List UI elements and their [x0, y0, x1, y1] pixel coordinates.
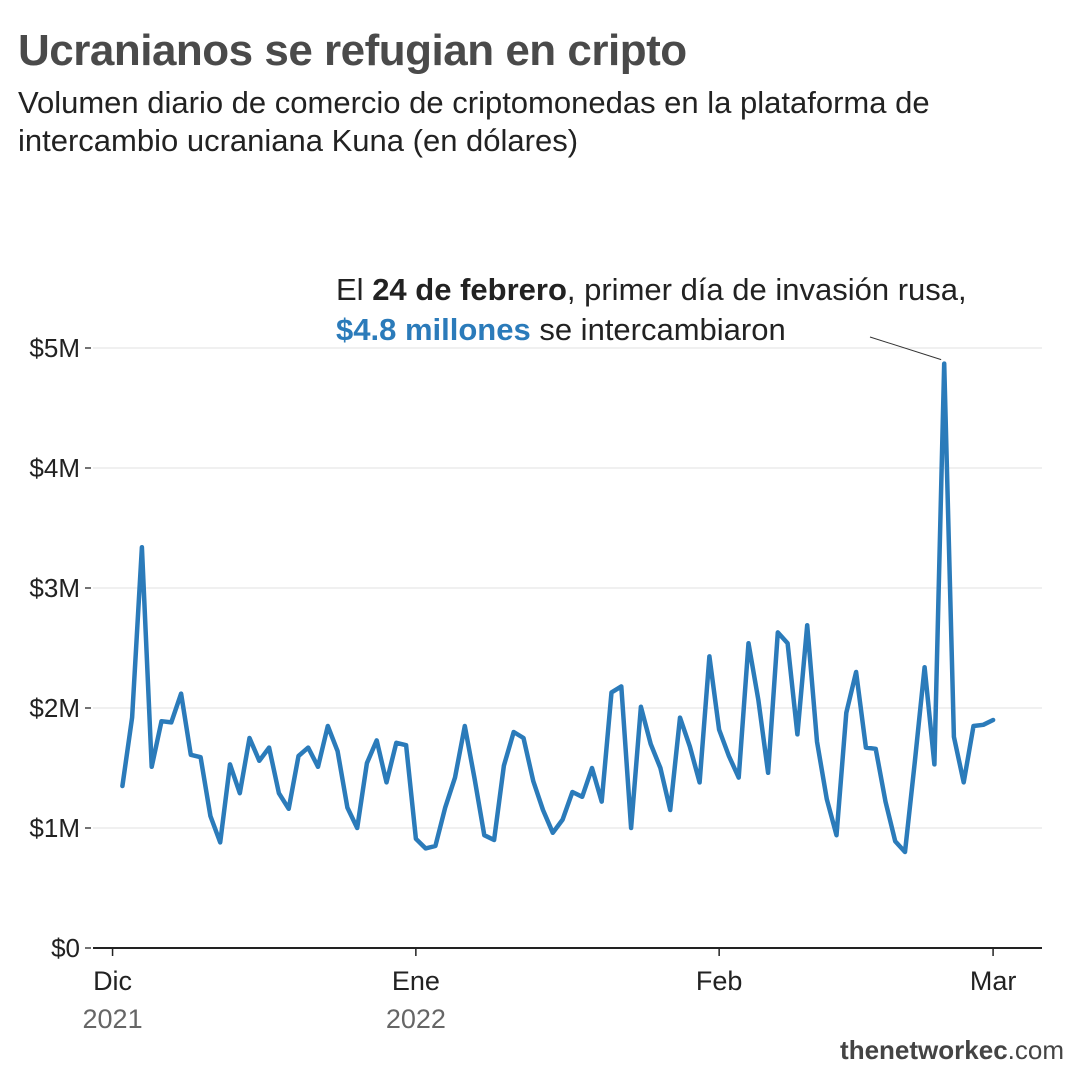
y-tick-label: $1M — [29, 813, 80, 843]
annotation-trade-text: se intercambiaron — [530, 312, 786, 347]
annotation-leader-line — [869, 336, 942, 361]
x-tick-label: Mar — [970, 966, 1017, 996]
y-tick-label: $4M — [29, 453, 80, 483]
annotation-line-1: El 24 de febrero, primer día de invasión… — [336, 270, 967, 310]
volume-series-line — [120, 361, 996, 855]
peak-annotation: El 24 de febrero, primer día de invasión… — [336, 270, 967, 350]
annotation-date: 24 de febrero — [372, 272, 567, 307]
annotation-amount: $4.8 millones — [336, 312, 531, 347]
y-tick-label: $3M — [29, 573, 80, 603]
y-tick-label: $2M — [29, 693, 80, 723]
source-brand: thenetworkec — [840, 1035, 1008, 1065]
chart-subtitle: Volumen diario de comercio de criptomone… — [18, 85, 930, 158]
y-tick-label: $0 — [51, 933, 80, 963]
source-credit: thenetworkec.com — [840, 1035, 1064, 1066]
chart-title: Ucranianos se refugian en cripto — [18, 26, 687, 75]
annotation-prefix: El — [336, 272, 373, 307]
y-tick-label: $5M — [29, 333, 80, 363]
x-tick-year-label: 2022 — [386, 1004, 446, 1034]
x-tick-label: Ene — [392, 966, 440, 996]
x-tick-year-label: 2021 — [83, 1004, 143, 1034]
x-tick-label: Dic — [93, 966, 132, 996]
annotation-suffix: , primer día de invasión rusa, — [566, 272, 967, 307]
annotation-line-2: $4.8 millones se intercambiaron — [336, 310, 967, 350]
source-domain: .com — [1007, 1035, 1064, 1065]
x-tick-label: Feb — [696, 966, 743, 996]
